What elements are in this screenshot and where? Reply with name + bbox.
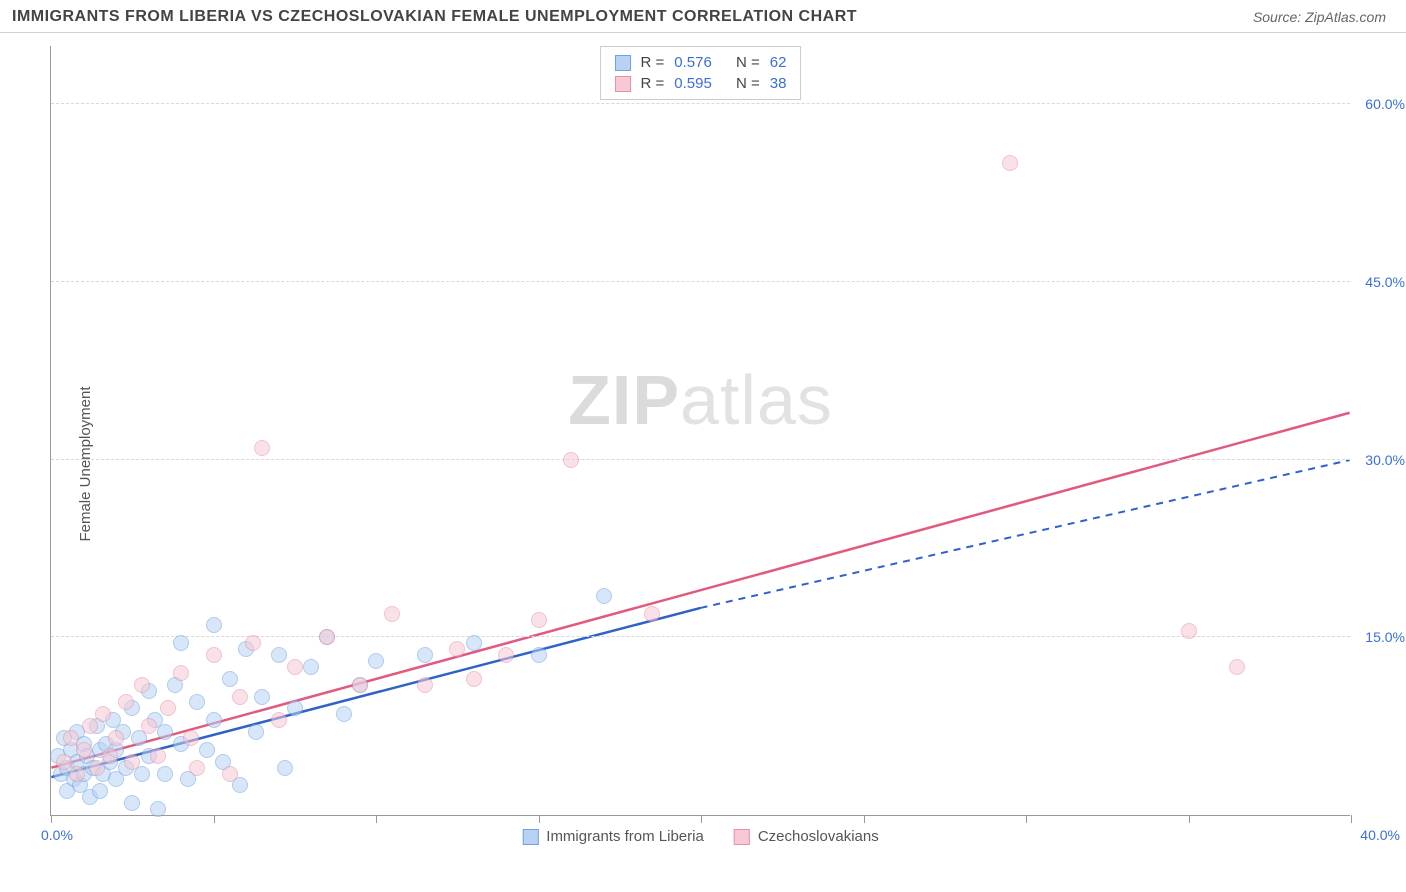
x-min-label: 0.0% bbox=[41, 827, 73, 843]
data-point bbox=[287, 700, 303, 716]
x-tick bbox=[539, 815, 540, 823]
data-point bbox=[644, 606, 660, 622]
data-point bbox=[271, 647, 287, 663]
data-point bbox=[254, 440, 270, 456]
regression-line-dashed bbox=[701, 460, 1350, 608]
legend-item-1: Immigrants from Liberia bbox=[522, 828, 704, 845]
data-point bbox=[531, 647, 547, 663]
stats-row-2: R = 0.595 N = 38 bbox=[615, 73, 787, 94]
data-point bbox=[56, 754, 72, 770]
regression-line bbox=[51, 413, 1349, 768]
data-point bbox=[157, 766, 173, 782]
data-point bbox=[95, 706, 111, 722]
swatch-blue bbox=[615, 55, 631, 71]
data-point bbox=[466, 635, 482, 651]
data-point bbox=[69, 766, 85, 782]
data-point bbox=[63, 730, 79, 746]
x-tick bbox=[1189, 815, 1190, 823]
y-tick-label: 30.0% bbox=[1365, 452, 1405, 468]
data-point bbox=[352, 677, 368, 693]
data-point bbox=[206, 617, 222, 633]
x-tick bbox=[214, 815, 215, 823]
legend-swatch-blue bbox=[522, 829, 538, 845]
x-tick bbox=[1026, 815, 1027, 823]
data-point bbox=[102, 748, 118, 764]
data-point bbox=[254, 689, 270, 705]
data-point bbox=[92, 783, 108, 799]
data-point bbox=[150, 748, 166, 764]
grid-line bbox=[51, 281, 1350, 282]
data-point bbox=[189, 760, 205, 776]
legend-swatch-pink bbox=[734, 829, 750, 845]
y-tick-label: 45.0% bbox=[1365, 274, 1405, 290]
chart-title: IMMIGRANTS FROM LIBERIA VS CZECHOSLOVAKI… bbox=[12, 8, 857, 26]
data-point bbox=[232, 689, 248, 705]
plot-area: ZIPatlas R = 0.576 N = 62 R = 0.595 N = … bbox=[50, 46, 1350, 816]
data-point bbox=[368, 653, 384, 669]
stats-row-1: R = 0.576 N = 62 bbox=[615, 52, 787, 73]
data-point bbox=[124, 754, 140, 770]
data-point bbox=[150, 801, 166, 817]
swatch-pink bbox=[615, 76, 631, 92]
x-tick bbox=[51, 815, 52, 823]
data-point bbox=[173, 665, 189, 681]
data-point bbox=[173, 635, 189, 651]
data-point bbox=[563, 452, 579, 468]
data-point bbox=[248, 724, 264, 740]
data-point bbox=[183, 730, 199, 746]
x-tick bbox=[864, 815, 865, 823]
data-point bbox=[417, 677, 433, 693]
watermark: ZIPatlas bbox=[568, 360, 833, 440]
data-point bbox=[417, 647, 433, 663]
data-point bbox=[498, 647, 514, 663]
y-tick-label: 15.0% bbox=[1365, 629, 1405, 645]
data-point bbox=[222, 671, 238, 687]
data-point bbox=[134, 677, 150, 693]
bottom-legend: Immigrants from Liberia Czechoslovakians bbox=[522, 828, 878, 845]
data-point bbox=[141, 718, 157, 734]
data-point bbox=[271, 712, 287, 728]
grid-line bbox=[51, 459, 1350, 460]
data-point bbox=[124, 795, 140, 811]
data-point bbox=[206, 647, 222, 663]
data-point bbox=[89, 760, 105, 776]
data-point bbox=[531, 612, 547, 628]
data-point bbox=[1181, 623, 1197, 639]
data-point bbox=[108, 730, 124, 746]
chart-source: Source: ZipAtlas.com bbox=[1253, 9, 1386, 25]
data-point bbox=[199, 742, 215, 758]
x-tick bbox=[701, 815, 702, 823]
data-point bbox=[1002, 155, 1018, 171]
data-point bbox=[287, 659, 303, 675]
chart-header: IMMIGRANTS FROM LIBERIA VS CZECHOSLOVAKI… bbox=[0, 0, 1406, 33]
data-point bbox=[206, 712, 222, 728]
data-point bbox=[160, 700, 176, 716]
data-point bbox=[82, 718, 98, 734]
data-point bbox=[336, 706, 352, 722]
legend-item-2: Czechoslovakians bbox=[734, 828, 879, 845]
y-tick-label: 60.0% bbox=[1365, 96, 1405, 112]
data-point bbox=[319, 629, 335, 645]
data-point bbox=[76, 742, 92, 758]
chart-container: Female Unemployment ZIPatlas R = 0.576 N… bbox=[0, 36, 1406, 892]
x-tick bbox=[376, 815, 377, 823]
data-point bbox=[157, 724, 173, 740]
data-point bbox=[118, 694, 134, 710]
data-point bbox=[466, 671, 482, 687]
data-point bbox=[449, 641, 465, 657]
stats-box: R = 0.576 N = 62 R = 0.595 N = 38 bbox=[600, 46, 802, 100]
data-point bbox=[596, 588, 612, 604]
x-tick bbox=[1351, 815, 1352, 823]
data-point bbox=[303, 659, 319, 675]
data-point bbox=[189, 694, 205, 710]
data-point bbox=[222, 766, 238, 782]
grid-line bbox=[51, 103, 1350, 104]
x-max-label: 40.0% bbox=[1360, 827, 1400, 843]
data-point bbox=[384, 606, 400, 622]
data-point bbox=[277, 760, 293, 776]
data-point bbox=[1229, 659, 1245, 675]
data-point bbox=[245, 635, 261, 651]
